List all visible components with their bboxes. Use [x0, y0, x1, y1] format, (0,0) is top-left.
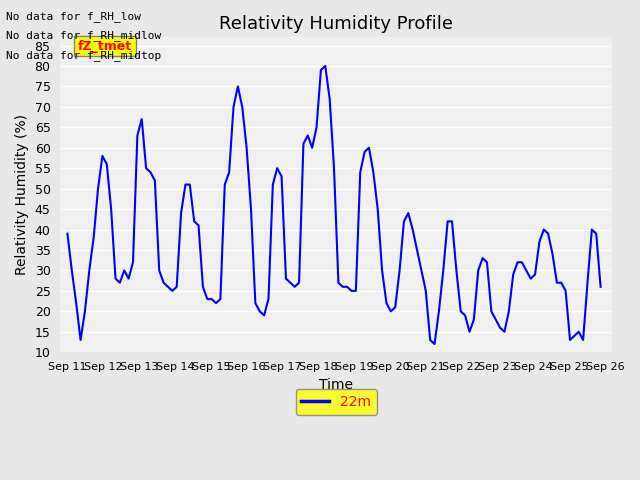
Text: No data for f_RH_low: No data for f_RH_low: [6, 11, 141, 22]
Text: fZ_tmet: fZ_tmet: [78, 40, 132, 53]
Y-axis label: Relativity Humidity (%): Relativity Humidity (%): [15, 114, 29, 276]
Text: No data for f_RH_midlow: No data for f_RH_midlow: [6, 30, 162, 41]
Title: Relativity Humidity Profile: Relativity Humidity Profile: [220, 15, 453, 33]
Text: No data for f_RH_midtop: No data for f_RH_midtop: [6, 49, 162, 60]
Legend: 22m: 22m: [296, 389, 377, 415]
X-axis label: Time: Time: [319, 377, 353, 392]
